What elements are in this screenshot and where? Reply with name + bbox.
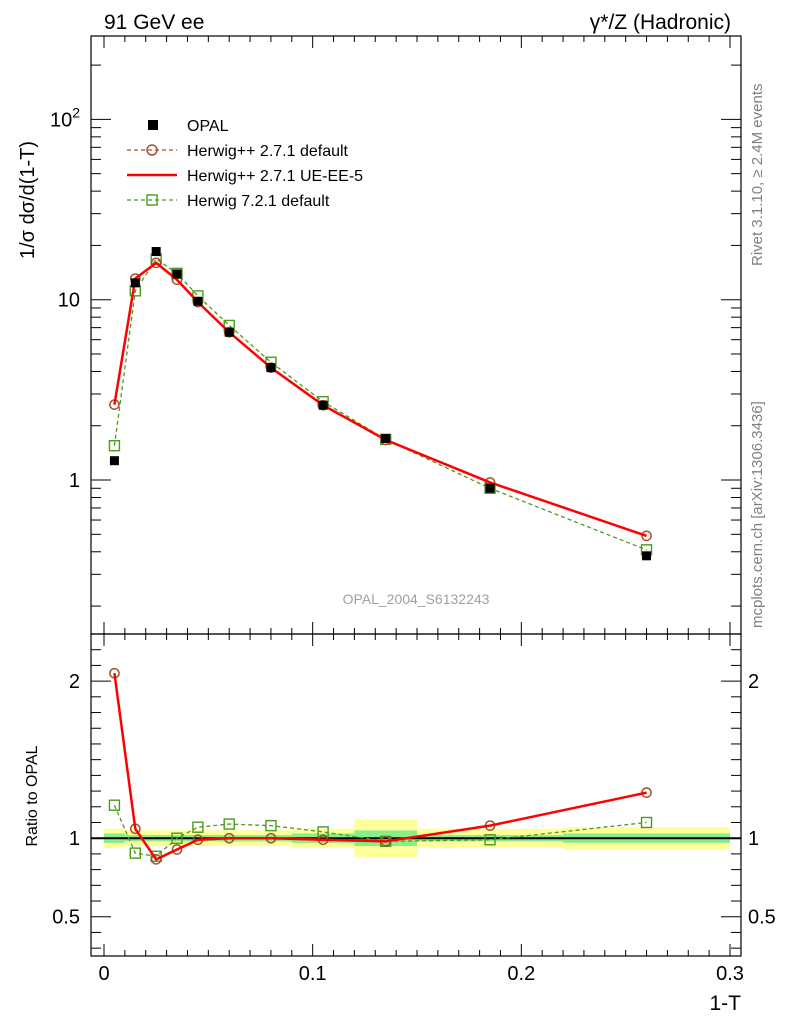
x-tick-label: 0.2 (507, 963, 535, 985)
header-right-label: γ*/Z (Hadronic) (590, 11, 731, 34)
series-marker-circle (265, 362, 277, 373)
ratio-y-tick-label: 0.5 (52, 907, 80, 929)
analysis-watermark: OPAL_2004_S6132243 (343, 591, 490, 607)
data-point (381, 433, 391, 443)
series-marker-square (192, 821, 204, 833)
ratio-y-tick-label-right: 2 (748, 671, 759, 693)
mcplots-label: mcplots.cern.ch [arXiv:1306.3436] (749, 401, 766, 628)
series-line (113, 673, 647, 861)
header-left-label: 91 GeV ee (104, 11, 204, 34)
legend-marker-circle (146, 144, 158, 156)
series-marker-circle (317, 399, 329, 411)
series-line (113, 804, 647, 857)
x-axis-title: 1-T (710, 992, 742, 1015)
series-marker-square (265, 819, 277, 832)
series-marker-square (129, 847, 142, 859)
series-marker-circle (223, 326, 235, 338)
legend-entry: Herwig++ 2.7.1 default (127, 143, 349, 160)
main-panel-content (108, 247, 653, 561)
x-tick-label: 0 (98, 963, 109, 985)
legend-label: Herwig++ 2.7.1 default (187, 143, 349, 160)
rivet-version-label: Rivet 3.1.10, ≥ 2.4M events (749, 84, 766, 267)
legend-entry: OPAL (148, 118, 229, 135)
data-point (130, 278, 140, 288)
ratio-y-axis-title: Ratio to OPAL (24, 745, 41, 846)
data-point (318, 400, 328, 410)
legend-marker-square (146, 194, 158, 206)
series-marker-circle (171, 844, 183, 855)
data-point (109, 456, 119, 466)
series-marker-square (171, 832, 183, 844)
legend-entry: Herwig 7.2.1 default (127, 193, 330, 210)
x-tick-label: 0.3 (716, 963, 744, 985)
series-marker-circle (150, 257, 162, 269)
ratio-y-tick-label: 1 (69, 828, 80, 850)
series-marker-square (640, 816, 653, 829)
legend-marker-data (148, 120, 158, 130)
legend-label: Herwig++ 2.7.1 UE-EE-5 (187, 168, 363, 185)
data-point (485, 483, 495, 493)
main-y-axis-title: 1/σ dσ/d(1-T) (17, 141, 39, 259)
x-tick-label: 0.1 (299, 963, 327, 985)
series-marker-square (108, 440, 121, 452)
ratio-y-tick-label-right: 1 (748, 828, 759, 850)
data-point (224, 327, 234, 337)
data-point (172, 269, 182, 279)
series-marker-square (223, 818, 235, 830)
series-marker-square (484, 834, 496, 846)
ratio-y-tick-label-right: 0.5 (748, 907, 776, 929)
axes: 0 0.1 0.2 0.3 1 10 102 0.5 0.5 1 1 2 2 (50, 35, 776, 985)
ratio-y-tick-label: 2 (69, 671, 80, 693)
series-marker-circle (641, 530, 652, 542)
data-point (642, 551, 652, 561)
series-marker-circle (150, 854, 162, 865)
y-tick-label: 102 (50, 104, 80, 131)
data-point (151, 247, 161, 257)
series-marker-square (317, 826, 329, 838)
ratio-panel-frame (90, 633, 742, 957)
legend-entry: Herwig++ 2.7.1 UE-EE-5 (127, 168, 363, 185)
data-point (266, 363, 276, 373)
series-line (113, 258, 647, 551)
legend: OPAL Herwig++ 2.7.1 default Herwig++ 2.7.1… (127, 118, 363, 210)
ratio-panel-content (91, 667, 741, 865)
legend-label: OPAL (187, 118, 229, 135)
y-tick-label: 1 (69, 470, 80, 492)
data-point (193, 296, 203, 306)
y-tick-label: 10 (58, 290, 80, 312)
legend-label: Herwig 7.2.1 default (187, 193, 330, 210)
series-marker-square (108, 799, 121, 811)
